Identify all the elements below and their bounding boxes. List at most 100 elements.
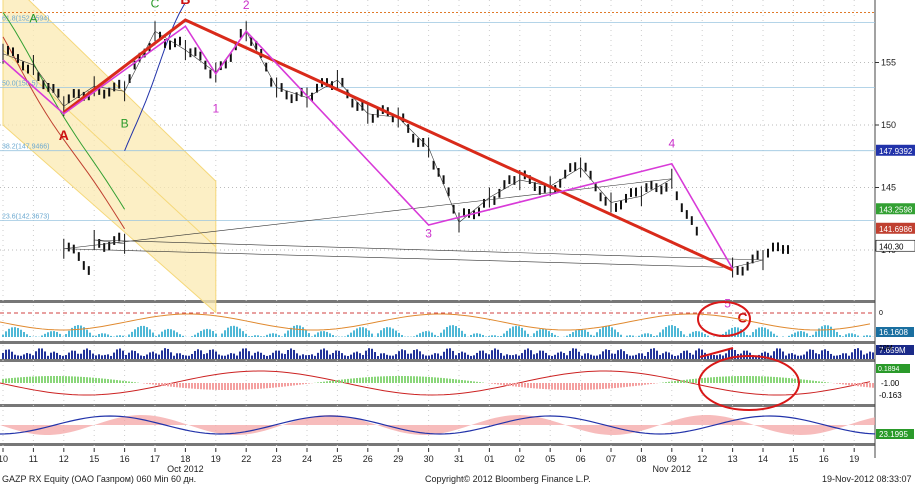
volume-bar (47, 355, 49, 359)
price-candle (128, 74, 131, 83)
oscillator-bar (149, 383, 151, 385)
histogram-bar (386, 327, 388, 337)
histogram-bar (329, 333, 331, 337)
highlight-circle (697, 301, 751, 337)
oscillator-bar (599, 383, 601, 390)
price-candle (316, 83, 318, 93)
price-candle (326, 78, 328, 87)
histogram-bar (668, 325, 670, 337)
price-candle (290, 94, 293, 104)
oscillator-bar (842, 383, 844, 385)
histogram-bar (821, 326, 823, 337)
volume-bar (413, 350, 415, 359)
price-candle (533, 182, 536, 191)
volume-bar (131, 350, 133, 359)
price-candle (543, 184, 546, 193)
volume-bar (656, 350, 658, 359)
volume-bar (602, 351, 604, 359)
oscillator-bar (71, 376, 73, 383)
price-candle (300, 88, 303, 97)
x-tick-label: 23 (272, 454, 282, 464)
histogram-bar (455, 326, 457, 337)
oscillator-bar (404, 376, 406, 383)
histogram-bar (77, 325, 79, 337)
oscillator-bar (566, 383, 568, 390)
histogram-bar (587, 331, 589, 337)
histogram-bar (641, 334, 643, 337)
oscillator-bar (464, 380, 466, 383)
oscillator-bar (872, 383, 874, 388)
x-tick-label: 15 (788, 454, 798, 464)
histogram-bar (752, 332, 754, 337)
histogram-bar (677, 328, 679, 337)
volume-bar (68, 352, 70, 359)
volume-bar (113, 352, 115, 359)
price-candle (695, 226, 698, 236)
histogram-bar (371, 333, 373, 337)
volume-bar (29, 353, 31, 359)
oscillator-bar (788, 378, 790, 383)
volume-bar (260, 352, 262, 359)
oscillator-bar (623, 383, 625, 388)
oscillator-bar (299, 383, 301, 385)
oscillator-bar (371, 376, 373, 383)
volume-bar (497, 349, 499, 359)
volume-bar (242, 348, 244, 359)
price-candle (194, 47, 197, 57)
histogram-bar (761, 327, 763, 337)
histogram-bar (704, 333, 706, 337)
oscillator-bar (503, 383, 505, 386)
oscillator-bar (8, 378, 10, 383)
oscillator-bar (161, 383, 163, 386)
volume-bar (44, 351, 46, 359)
histogram-bar (506, 330, 508, 337)
price-candle (625, 193, 627, 203)
volume-bar (770, 355, 772, 359)
oscillator-bar (590, 383, 592, 390)
panel-separator (0, 341, 875, 344)
histogram-bar (398, 332, 400, 337)
oscillator-bar (323, 381, 325, 383)
y-tick-label: 150 (881, 120, 896, 130)
volume-bar (791, 353, 793, 359)
histogram-bar (620, 334, 622, 337)
histogram-bar (605, 325, 607, 337)
histogram-bar (92, 335, 94, 337)
volume-bar (473, 355, 475, 359)
price-candle (138, 52, 141, 62)
histogram-bar (596, 332, 598, 337)
oscillator-bar (203, 383, 205, 390)
volume-bar (158, 354, 160, 359)
volume-bar (11, 351, 13, 359)
histogram-bar (311, 336, 313, 337)
histogram-bar (401, 335, 403, 337)
volume-bar (257, 351, 259, 359)
oscillator-bar (839, 383, 841, 385)
volume-bar (245, 348, 247, 359)
histogram-bar (842, 336, 844, 337)
volume-bar (785, 355, 787, 359)
oscillator-bar (695, 378, 697, 383)
price-candle (37, 72, 40, 81)
volume-bar (776, 348, 778, 359)
price-candle (108, 87, 111, 97)
histogram-bar (200, 330, 202, 337)
price-candle (402, 113, 405, 123)
oscillator-bar (98, 378, 100, 383)
histogram-bar (68, 330, 70, 337)
signal-line (0, 313, 871, 331)
oscillator-bar (194, 383, 196, 389)
volume-bar (86, 348, 88, 359)
volume-bar (170, 352, 172, 359)
oscillator-bar (317, 382, 319, 383)
volume-bar (767, 352, 769, 359)
histogram-bar (572, 332, 574, 337)
histogram-bar (212, 330, 214, 337)
volume-bar (728, 349, 730, 359)
histogram-bar (755, 329, 757, 337)
volume-bar (317, 352, 319, 359)
x-tick-label: 19 (211, 454, 221, 464)
oscillator-bar (689, 379, 691, 383)
volume-bar (122, 350, 124, 359)
oscillator-bar (530, 383, 532, 389)
